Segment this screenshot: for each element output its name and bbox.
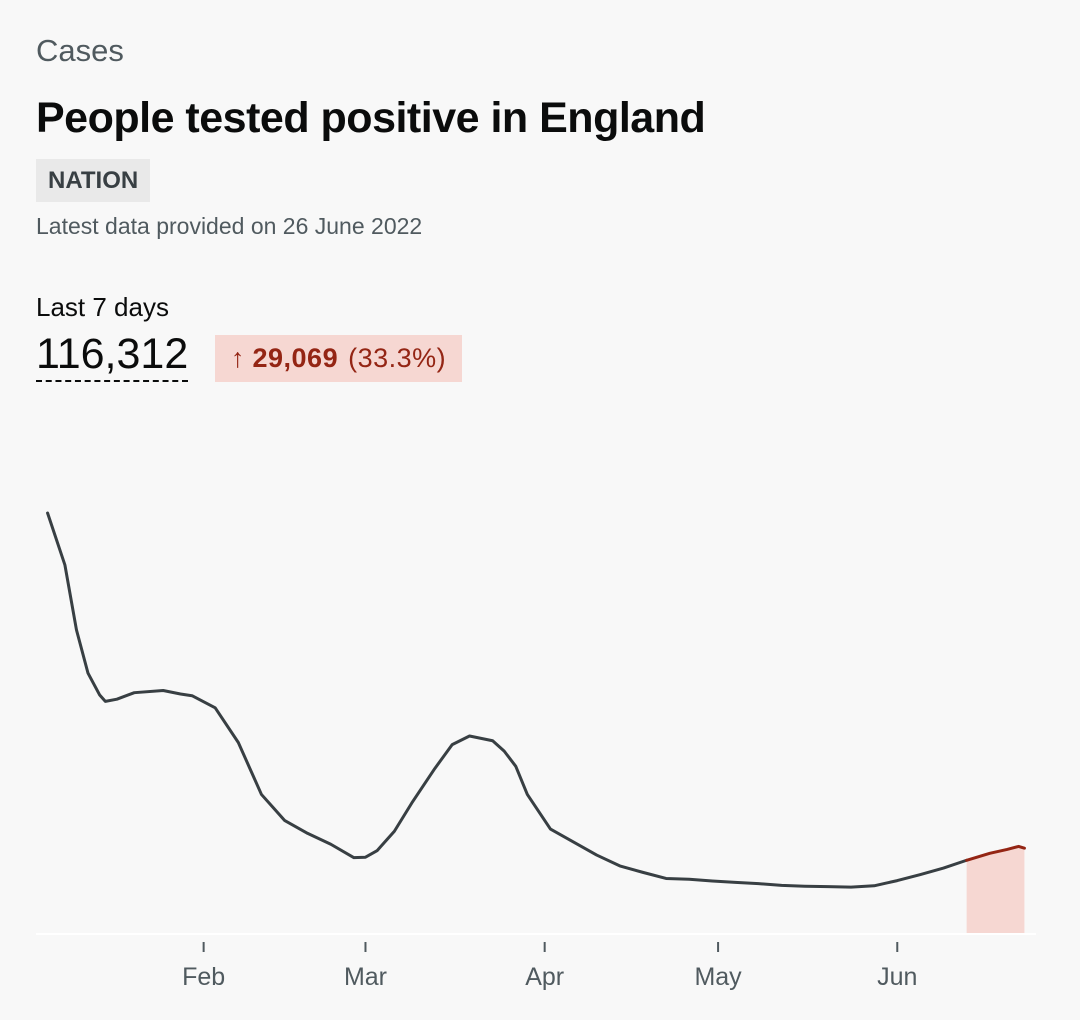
arrow-up-icon: ↑ [231,343,245,373]
highlight-line [965,844,1026,862]
page-title: People tested positive in England [36,94,706,142]
change-badge: ↑ 29,069 (33.3%) [215,335,463,382]
period-label: Last 7 days [36,292,169,322]
change-value: 29,069 [252,343,339,373]
x-tick-label-feb: Feb [182,963,225,991]
x-tick-label-jun: Jun [877,963,917,991]
x-tick-label-apr: Apr [525,963,564,991]
change-percent: (33.3%) [348,343,447,373]
section-label: Cases [36,33,124,68]
series-line-0 [46,511,969,889]
highlight-area [966,846,1025,933]
update-date: Latest data provided on 26 June 2022 [36,213,423,239]
area-tag: NATION [36,159,151,202]
x-tick-label-mar: Mar [344,963,387,991]
x-tick-label-may: May [694,963,742,991]
total-value[interactable]: 116,312 [36,330,189,382]
